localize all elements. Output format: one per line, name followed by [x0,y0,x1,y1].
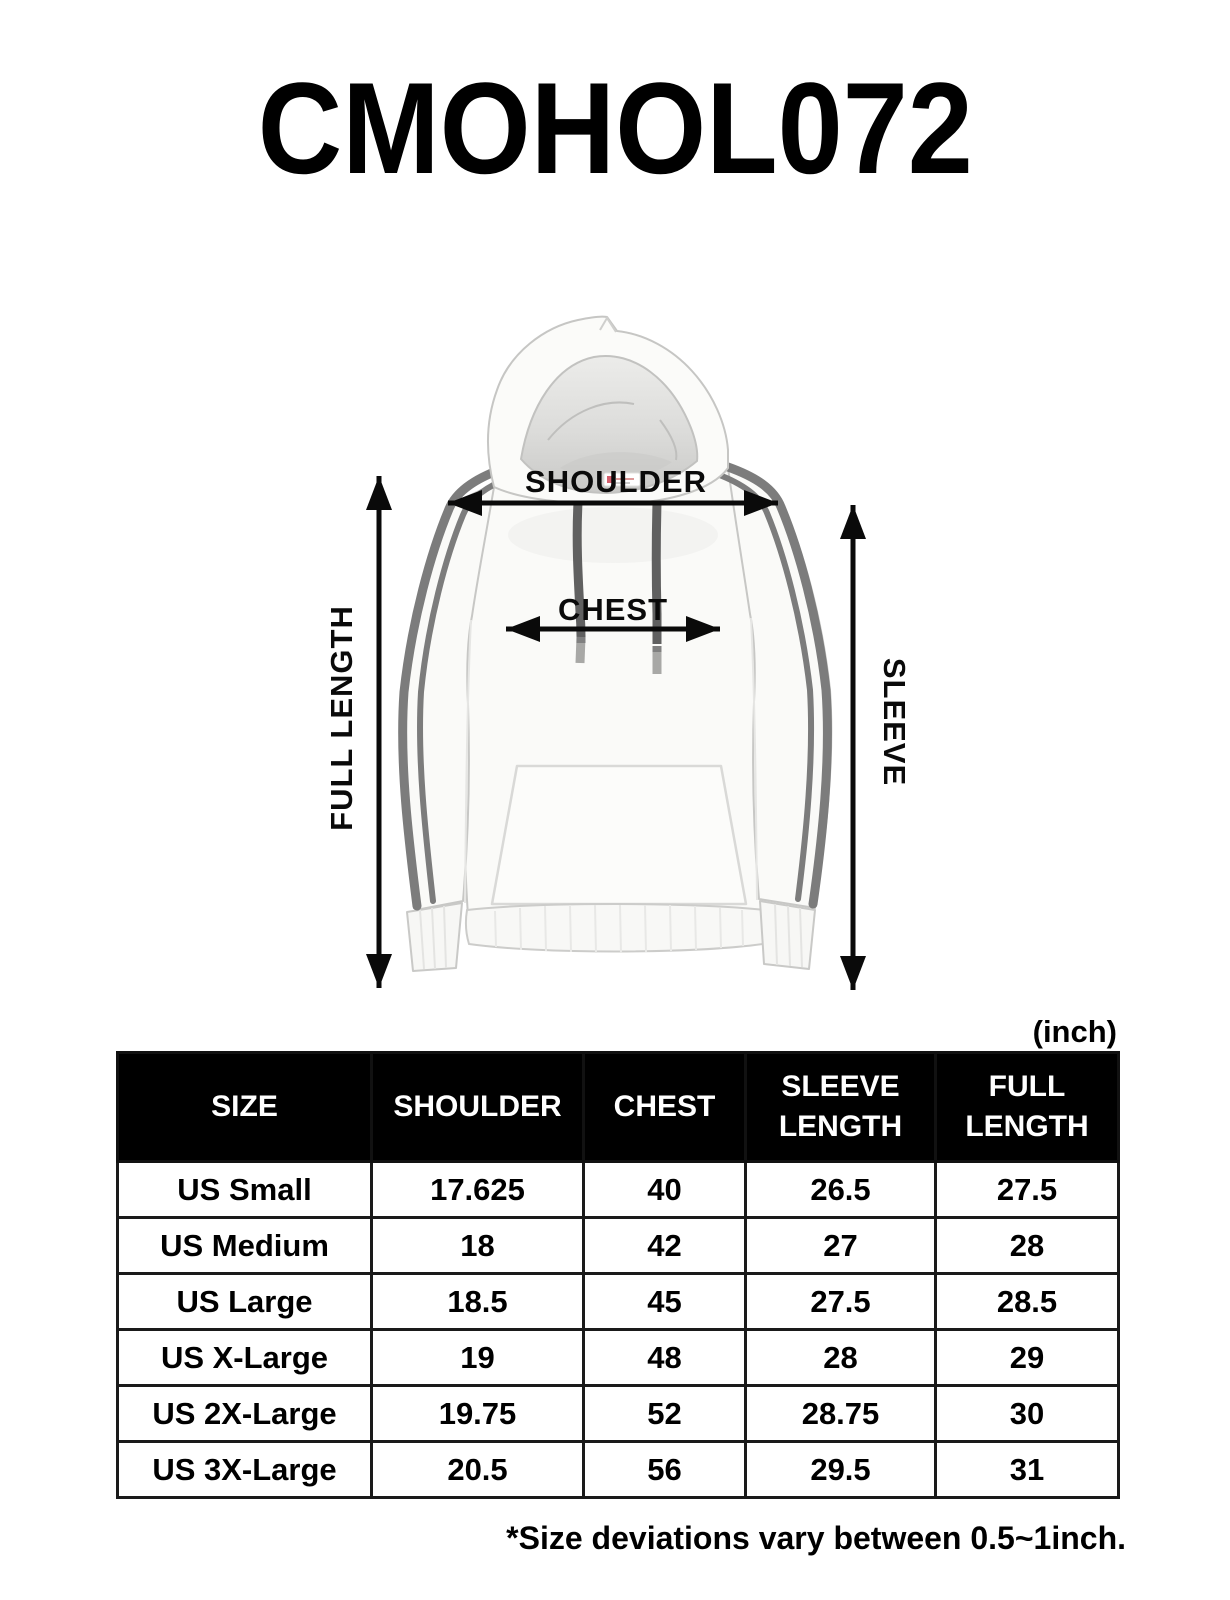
chest-cell: 56 [582,1440,747,1499]
chest-shading [508,507,718,563]
hood-interior-fold-shadow [560,452,672,480]
size-deviation-note: *Size deviations vary between 0.5~1inch. [506,1520,1126,1556]
shoulder-cell: 19.75 [370,1384,585,1443]
size-cell: US X-Large [116,1328,373,1387]
sleeve-length-cell: 29.5 [744,1440,937,1499]
full-length-cell: 27.5 [934,1160,1120,1219]
chest-label: CHEST [558,592,668,627]
header-shoulder: SHOULDER [370,1051,585,1163]
shoulder-cell: 19 [370,1328,585,1387]
full-length-cell: 30 [934,1384,1120,1443]
measurement-arrows [366,476,866,990]
unit-note: (inch) [1032,1014,1117,1049]
chest-cell: 48 [582,1328,747,1387]
header-size: SIZE [116,1051,373,1163]
full-length-arrow [366,476,392,988]
full-length-cell: 28.5 [934,1272,1120,1331]
left-sleeve-crease [464,619,472,904]
sleeve-length-cell: 27 [744,1216,937,1275]
chest-arrow [506,616,720,642]
size-table: SIZE SHOULDER CHEST SLEEVE LENGTH FULL L… [116,1051,1120,1499]
table-row: US Medium 18 42 27 28 [116,1216,1120,1275]
chest-cell: 40 [582,1160,747,1219]
page-title: CMOHOL072 [0,63,1230,193]
sleeve-length-cell: 26.5 [744,1160,937,1219]
right-drawstring [651,502,662,644]
hood-interior-fold-line-1 [547,401,635,441]
full-length-cell: 31 [934,1440,1120,1499]
neck-tag [603,472,641,487]
header-chest: CHEST [582,1051,747,1163]
size-table-header-row: SIZE SHOULDER CHEST SLEEVE LENGTH FULL L… [116,1051,1120,1163]
shoulder-cell: 18.5 [370,1272,585,1331]
shoulder-cell: 18 [370,1216,585,1275]
chest-cell: 52 [582,1384,747,1443]
shoulder-cell: 17.625 [370,1160,585,1219]
sleeve-length-cell: 28.75 [744,1384,937,1443]
size-cell: US 3X-Large [116,1440,373,1499]
left-outer-stripe [398,464,507,911]
hood-interior-fold-line-2 [659,419,678,461]
full-length-label: FULL LENGTH [324,605,359,831]
chest-cell: 45 [582,1272,747,1331]
kangaroo-pocket [490,764,748,906]
shoulder-label: SHOULDER [525,464,707,499]
right-outer-stripe [723,462,832,909]
table-row: US 3X-Large 20.5 56 29.5 31 [116,1440,1120,1499]
chest-cell: 42 [582,1216,747,1275]
size-cell: US Small [116,1160,373,1219]
shoulder-arrow [448,490,778,516]
table-row: US Large 18.5 45 27.5 28.5 [116,1272,1120,1331]
product-code: CMOHOL072 [257,55,973,201]
hoodie-illustration [398,315,833,972]
table-row: US X-Large 19 48 28 29 [116,1328,1120,1387]
shoulder-cell: 20.5 [370,1440,585,1499]
hem-ribbing [494,904,744,954]
sleeve-length-cell: 27.5 [744,1272,937,1331]
left-cuff [406,902,463,972]
size-cell: US Large [116,1272,373,1331]
sleeve-length-cell: 28 [744,1328,937,1387]
sleeve-arrow [840,505,866,990]
full-length-cell: 29 [934,1328,1120,1387]
header-full-length: FULL LENGTH [934,1051,1120,1163]
size-cell: US Medium [116,1216,373,1275]
right-cuff [759,900,816,970]
hoodie-measurement-diagram: SHOULDER CHEST FULL LENGTH SLEEVE [320,290,920,1010]
sleeve-label: SLEEVE [877,658,912,786]
full-length-cell: 28 [934,1216,1120,1275]
size-cell: US 2X-Large [116,1384,373,1443]
hood-peak-fold [599,316,617,333]
header-sleeve-length: SLEEVE LENGTH [744,1051,937,1163]
right-sleeve-crease [750,617,758,901]
table-row: US 2X-Large 19.75 52 28.75 30 [116,1384,1120,1443]
table-row: US Small 17.625 40 26.5 27.5 [116,1160,1120,1219]
